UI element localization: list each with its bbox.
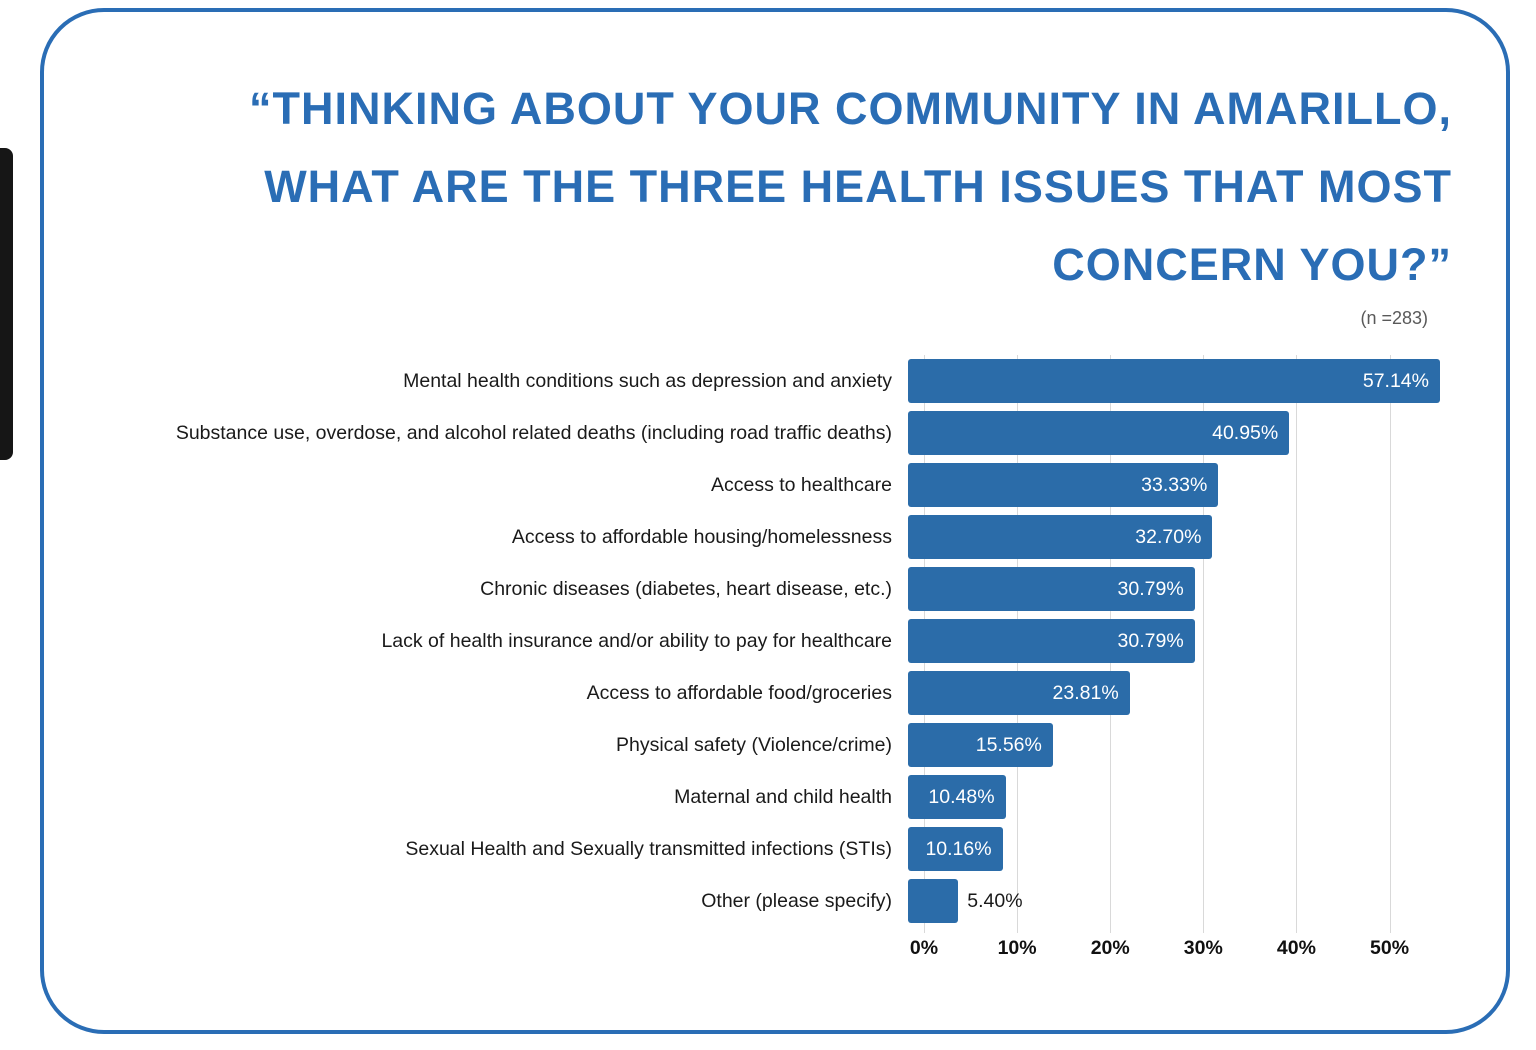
value-label: 15.56% bbox=[975, 733, 1042, 756]
value-label: 5.40% bbox=[967, 889, 1023, 912]
category-label: Chronic diseases (diabetes, heart diseas… bbox=[480, 577, 892, 600]
category-label: Physical safety (Violence/crime) bbox=[616, 733, 892, 756]
category-label: Maternal and child health bbox=[674, 785, 892, 808]
bar-row: Access to affordable food/groceries 23.81… bbox=[98, 667, 1468, 719]
plot-cell: 57.14% bbox=[908, 359, 1448, 403]
bar: 57.14% bbox=[908, 359, 1440, 403]
bar-row: Access to affordable housing/homelessnes… bbox=[98, 511, 1468, 563]
x-tick-label: 30% bbox=[1183, 937, 1223, 959]
bar-row: Mental health conditions such as depress… bbox=[98, 355, 1468, 407]
category-label: Sexual Health and Sexually transmitted i… bbox=[405, 837, 892, 860]
chart-title: “THINKING ABOUT YOUR COMMUNITY IN AMARIL… bbox=[44, 70, 1506, 304]
bar: 40.95% bbox=[908, 411, 1290, 455]
bar-row: Chronic diseases (diabetes, heart diseas… bbox=[98, 563, 1468, 615]
chart-card: “THINKING ABOUT YOUR COMMUNITY IN AMARIL… bbox=[40, 8, 1510, 1034]
value-label: 32.70% bbox=[1135, 525, 1202, 548]
plot-cell: 5.40% bbox=[908, 879, 1448, 923]
plot-cell: 15.56% bbox=[908, 723, 1448, 767]
x-tick-label: 0% bbox=[909, 937, 939, 959]
plot-cell: 10.16% bbox=[908, 827, 1448, 871]
bar: 33.33% bbox=[908, 463, 1219, 507]
plot-cell: 32.70% bbox=[908, 515, 1448, 559]
bar: 15.56% bbox=[908, 723, 1053, 767]
x-tick-label: 40% bbox=[1276, 937, 1316, 959]
sample-size-note: (n =283) bbox=[1360, 308, 1428, 328]
value-label: 30.79% bbox=[1117, 577, 1184, 600]
left-edge-tab bbox=[0, 148, 13, 460]
bar: 10.16% bbox=[908, 827, 1003, 871]
chart-title-line1: “THINKING ABOUT YOUR COMMUNITY IN AMARIL… bbox=[249, 83, 1452, 134]
plot-cell: 10.48% bbox=[908, 775, 1448, 819]
value-label: 33.33% bbox=[1141, 473, 1208, 496]
plot-cell: 40.95% bbox=[908, 411, 1448, 455]
bar bbox=[908, 879, 959, 923]
bar: 32.70% bbox=[908, 515, 1213, 559]
value-label: 57.14% bbox=[1362, 369, 1429, 392]
category-label: Other (please specify) bbox=[701, 889, 892, 912]
bar-row: Access to healthcare 33.33% bbox=[98, 459, 1468, 511]
x-axis: 0% 10% 20% 30% 40% 50% bbox=[910, 927, 1464, 967]
bar-rows: Mental health conditions such as depress… bbox=[98, 355, 1468, 927]
x-tick-label: 20% bbox=[1090, 937, 1130, 959]
bar-row: Sexual Health and Sexually transmitted i… bbox=[98, 823, 1468, 875]
bar-chart: Mental health conditions such as depress… bbox=[98, 355, 1468, 967]
bar: 30.79% bbox=[908, 619, 1195, 663]
plot-cell: 23.81% bbox=[908, 671, 1448, 715]
category-label: Lack of health insurance and/or ability … bbox=[381, 629, 892, 652]
bar: 10.48% bbox=[908, 775, 1006, 819]
category-label: Substance use, overdose, and alcohol rel… bbox=[175, 421, 892, 444]
category-label: Mental health conditions such as depress… bbox=[403, 369, 892, 392]
bar-row: Lack of health insurance and/or ability … bbox=[98, 615, 1468, 667]
bar: 23.81% bbox=[908, 671, 1130, 715]
x-tick-label: 50% bbox=[1370, 937, 1410, 959]
value-label: 10.48% bbox=[928, 785, 995, 808]
value-label: 40.95% bbox=[1212, 421, 1279, 444]
category-label: Access to affordable food/groceries bbox=[586, 681, 892, 704]
bar-row: Physical safety (Violence/crime) 15.56% bbox=[98, 719, 1468, 771]
chart-title-line2: WHAT ARE THE THREE HEALTH ISSUES THAT MO… bbox=[264, 161, 1452, 212]
plot-cell: 30.79% bbox=[908, 567, 1448, 611]
category-label: Access to affordable housing/homelessnes… bbox=[511, 525, 892, 548]
chart-title-line3: CONCERN YOU?” bbox=[1052, 239, 1452, 290]
value-label: 30.79% bbox=[1117, 629, 1184, 652]
bar-row: Maternal and child health 10.48% bbox=[98, 771, 1468, 823]
bar-row: Substance use, overdose, and alcohol rel… bbox=[98, 407, 1468, 459]
value-label: 10.16% bbox=[925, 837, 992, 860]
value-label: 23.81% bbox=[1052, 681, 1119, 704]
bar-row: Other (please specify) 5.40% bbox=[98, 875, 1468, 927]
x-tick-label: 10% bbox=[997, 937, 1037, 959]
plot-cell: 33.33% bbox=[908, 463, 1448, 507]
category-label: Access to healthcare bbox=[710, 473, 892, 496]
plot-cell: 30.79% bbox=[908, 619, 1448, 663]
bar: 30.79% bbox=[908, 567, 1195, 611]
